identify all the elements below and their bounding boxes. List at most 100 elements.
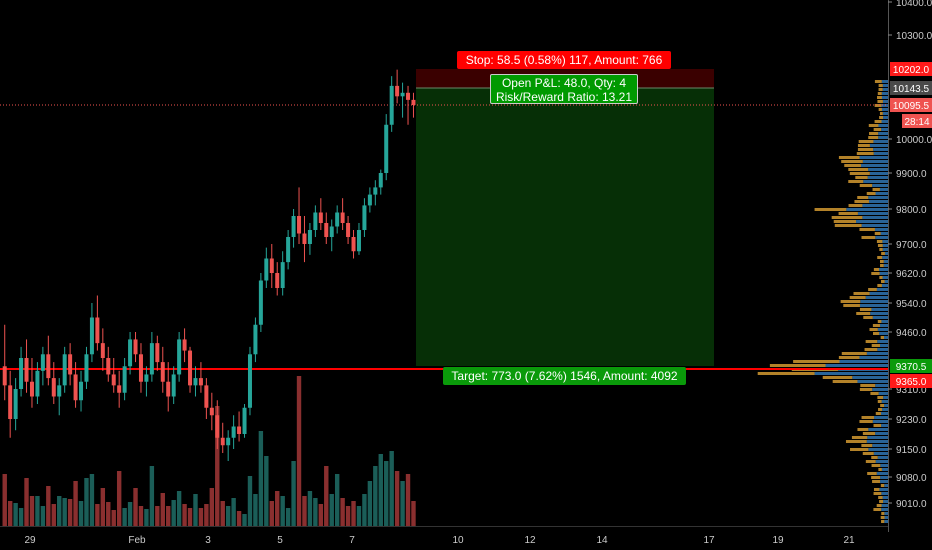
candle-body[interactable]	[373, 187, 378, 195]
candle-body[interactable]	[188, 350, 193, 386]
candle-body[interactable]	[89, 317, 94, 355]
candle-body[interactable]	[106, 358, 111, 375]
candle-body[interactable]	[40, 354, 45, 371]
stop-label[interactable]: Stop: 58.5 (0.58%) 117, Amount: 766	[457, 51, 671, 69]
candle-body[interactable]	[269, 258, 274, 274]
candle-body[interactable]	[166, 381, 171, 397]
candle-body[interactable]	[367, 194, 372, 206]
candle-body[interactable]	[362, 205, 367, 230]
candle-body[interactable]	[13, 389, 18, 419]
time-label[interactable]: 12	[524, 535, 536, 546]
time-axis[interactable]: 29 Feb 3 5 7 10 12 14 17 19 21	[0, 526, 888, 547]
candle-body[interactable]	[318, 212, 323, 224]
candle-body[interactable]	[2, 366, 7, 386]
candle-body[interactable]	[286, 237, 291, 263]
candle-body[interactable]	[138, 354, 143, 382]
candle-body[interactable]	[24, 358, 29, 382]
candle-body[interactable]	[79, 381, 84, 401]
candle-body[interactable]	[128, 339, 133, 367]
price-axis[interactable]: 10400.0 10300.0 10000.0 9900.0 9800.0 9700.0 9…	[888, 0, 932, 550]
time-label[interactable]: 7	[349, 535, 355, 546]
candle-body[interactable]	[406, 92, 411, 100]
time-label[interactable]: 17	[703, 535, 715, 546]
candle-body[interactable]	[29, 381, 34, 397]
candle-body[interactable]	[57, 385, 62, 397]
candles[interactable]	[2, 69, 416, 461]
target-zone[interactable]	[416, 88, 714, 366]
candle-body[interactable]	[160, 362, 165, 382]
target-label[interactable]: Target: 773.0 (7.62%) 1546, Amount: 4092	[443, 367, 686, 385]
candle-body[interactable]	[204, 385, 209, 408]
candle-body[interactable]	[144, 374, 149, 382]
candle-body[interactable]	[133, 339, 138, 355]
candle-body[interactable]	[237, 426, 242, 435]
candle-body[interactable]	[209, 407, 214, 416]
candle-body[interactable]	[198, 378, 203, 386]
price-marker-entry[interactable]	[890, 81, 932, 95]
candle-body[interactable]	[275, 273, 280, 288]
price-marker-level[interactable]	[890, 374, 932, 388]
candle-body[interactable]	[411, 99, 416, 105]
time-label[interactable]: Feb	[128, 535, 146, 546]
candle-body[interactable]	[149, 343, 154, 375]
candle-body[interactable]	[62, 354, 67, 386]
candle-body[interactable]	[242, 407, 247, 434]
price-marker-target[interactable]	[890, 359, 932, 373]
candle-body[interactable]	[329, 226, 334, 238]
candle-body[interactable]	[313, 212, 318, 231]
candle-body[interactable]	[307, 230, 312, 244]
candle-body[interactable]	[400, 92, 405, 97]
candle-body[interactable]	[247, 354, 252, 408]
candle-body[interactable]	[264, 258, 269, 281]
candle-body[interactable]	[8, 385, 13, 419]
candle-body[interactable]	[291, 216, 296, 237]
candle-body[interactable]	[111, 374, 116, 386]
candle-body[interactable]	[68, 354, 73, 375]
candle-body[interactable]	[346, 223, 351, 237]
candle-body[interactable]	[389, 85, 394, 125]
candle-body[interactable]	[193, 378, 198, 386]
price-marker-stop[interactable]	[890, 62, 932, 76]
candle-body[interactable]	[378, 173, 383, 188]
candle-body[interactable]	[171, 374, 176, 397]
candle-body[interactable]	[297, 216, 302, 234]
pnl-label[interactable]: Open P&L: 48.0, Qty: 4 Risk/Reward Ratio…	[490, 74, 638, 104]
candle-body[interactable]	[335, 212, 340, 227]
price-marker-countdown[interactable]	[902, 114, 932, 128]
candle-body[interactable]	[51, 378, 56, 397]
candle-body[interactable]	[122, 366, 127, 393]
candle-body[interactable]	[155, 343, 160, 363]
candle-body[interactable]	[100, 343, 105, 358]
time-label[interactable]: 19	[772, 535, 784, 546]
candle-body[interactable]	[220, 437, 225, 446]
time-label[interactable]: 10	[452, 535, 464, 546]
candle-body[interactable]	[280, 262, 285, 288]
candle-body[interactable]	[351, 237, 356, 252]
candle-body[interactable]	[177, 339, 182, 375]
time-label[interactable]: 5	[277, 535, 283, 546]
candle-body[interactable]	[324, 223, 329, 237]
candle-body[interactable]	[35, 370, 40, 397]
candle-body[interactable]	[73, 374, 78, 401]
candle-body[interactable]	[19, 358, 24, 389]
candle-body[interactable]	[231, 426, 236, 438]
time-label[interactable]: 3	[205, 535, 211, 546]
time-label[interactable]: 21	[843, 535, 855, 546]
candle-body[interactable]	[117, 385, 122, 393]
time-label[interactable]: 29	[24, 535, 36, 546]
candle-body[interactable]	[258, 280, 263, 325]
candle-body[interactable]	[226, 437, 231, 446]
candle-body[interactable]	[215, 415, 220, 438]
candle-body[interactable]	[46, 354, 51, 379]
candle-body[interactable]	[302, 233, 307, 245]
candle-body[interactable]	[340, 212, 345, 224]
candle-body[interactable]	[384, 124, 389, 173]
candle-body[interactable]	[95, 317, 100, 344]
candle-body[interactable]	[253, 324, 258, 355]
candle-body[interactable]	[356, 230, 361, 252]
candle-body[interactable]	[182, 339, 187, 351]
candle-body[interactable]	[395, 85, 400, 97]
candle-body[interactable]	[84, 354, 89, 382]
time-label[interactable]: 14	[596, 535, 608, 546]
